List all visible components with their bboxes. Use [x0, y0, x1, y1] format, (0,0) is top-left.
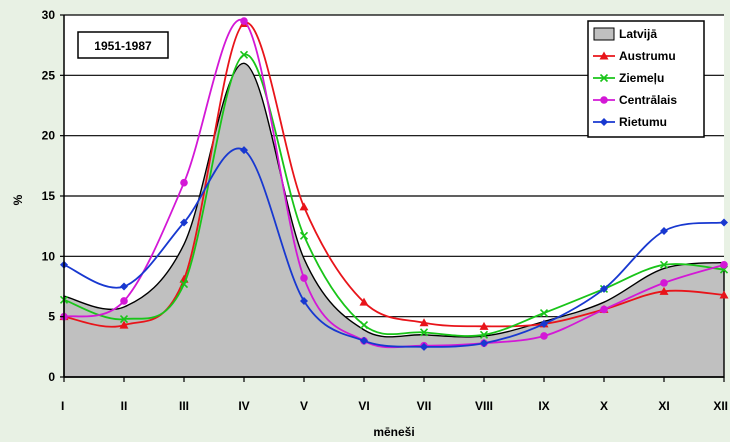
data-point: [419, 328, 429, 337]
data-point: [540, 332, 548, 340]
x-tick-label: XII: [713, 399, 728, 413]
legend-label: Ziemeļu: [619, 71, 664, 85]
x-tick-label: V: [300, 399, 308, 413]
data-point: [120, 297, 128, 305]
data-point: [359, 321, 369, 330]
y-tick-label: 20: [42, 129, 56, 143]
data-point: [720, 218, 728, 227]
data-point: [540, 319, 548, 328]
data-point: [659, 286, 669, 295]
legend: Latvijā Austrumu Ziemeļu Centrālais Rietumu: [587, 20, 705, 138]
data-point: [419, 318, 429, 327]
x-tick-label: IX: [538, 399, 549, 413]
y-tick-label: 5: [48, 310, 55, 324]
data-point: [180, 178, 188, 187]
data-point: [299, 202, 309, 211]
data-point: [300, 296, 308, 305]
legend-marker: [599, 73, 609, 83]
y-tick-label: 30: [42, 8, 56, 22]
data-point: [119, 315, 129, 324]
data-point: [360, 336, 368, 345]
x-tick-label: VII: [417, 399, 432, 413]
data-point: [659, 260, 669, 269]
series-4: [60, 146, 728, 351]
y-tick-label: 25: [42, 68, 56, 82]
data-point: [600, 305, 608, 314]
line-series: [59, 17, 729, 351]
data-point: [720, 260, 728, 269]
data-point: [179, 280, 189, 289]
legend-item: Latvijā: [593, 27, 657, 41]
legend-marker: [600, 96, 608, 104]
legend-marker: [599, 51, 609, 60]
data-point: [539, 308, 549, 318]
data-point: [600, 284, 608, 293]
legend-swatch: [593, 27, 615, 41]
data-point: [240, 146, 248, 155]
data-point: [120, 282, 128, 291]
data-point: [479, 321, 489, 330]
series-line: [63, 18, 725, 349]
data-point: [359, 297, 369, 306]
y-tick-label: 0: [48, 370, 55, 384]
y-tick-label: 10: [42, 249, 56, 263]
legend-label: Austrumu: [619, 49, 676, 63]
data-point: [299, 231, 309, 240]
period-label: 1951-1987: [94, 39, 152, 53]
data-point: [719, 290, 729, 299]
x-tick-label: II: [121, 399, 128, 413]
x-tick-label: VIII: [475, 399, 493, 413]
data-point: [300, 274, 308, 282]
data-point: [660, 226, 668, 235]
legend-label: Centrālais: [619, 93, 677, 107]
legend-item: Ziemeļu: [593, 71, 664, 85]
area-0: [63, 62, 725, 378]
legend-label: Latvijā: [619, 27, 657, 41]
x-tick-label: XI: [658, 399, 669, 413]
x-tick-label: III: [179, 399, 189, 413]
legend-item: Centrālais: [593, 93, 677, 107]
x-tick-label: X: [600, 399, 608, 413]
y-axis-label: %: [11, 194, 25, 205]
data-point: [180, 218, 188, 227]
data-point: [479, 330, 489, 339]
data-point: [480, 339, 488, 348]
legend-marker: [600, 118, 608, 126]
data-point: [119, 320, 129, 329]
x-tick-label: VI: [358, 399, 369, 413]
data-point: [420, 342, 428, 351]
legend-item: Rietumu: [593, 115, 667, 129]
data-point: [240, 17, 248, 25]
x-tick-label: I: [61, 399, 64, 413]
data-point: [239, 50, 249, 59]
legend-item: Austrumu: [593, 49, 676, 63]
area-series: [63, 62, 725, 378]
legend-label: Rietumu: [619, 115, 667, 129]
x-axis-label: mēneši: [373, 425, 414, 439]
x-tick-label: IV: [238, 399, 249, 413]
period-box: 1951-1987: [77, 31, 169, 59]
data-point: [660, 279, 668, 287]
y-tick-label: 15: [42, 189, 56, 203]
